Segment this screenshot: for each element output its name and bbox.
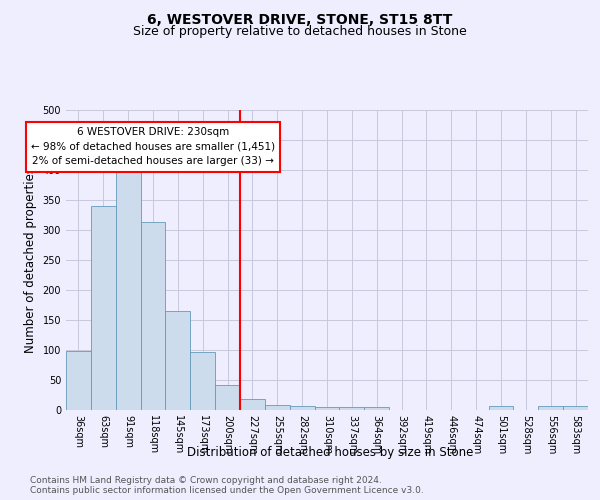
Bar <box>166 311 190 410</box>
Bar <box>66 351 91 410</box>
Text: Size of property relative to detached houses in Stone: Size of property relative to detached ho… <box>133 25 467 38</box>
Text: Contains public sector information licensed under the Open Government Licence v3: Contains public sector information licen… <box>30 486 424 495</box>
Text: 6, WESTOVER DRIVE, STONE, ST15 8TT: 6, WESTOVER DRIVE, STONE, ST15 8TT <box>148 12 452 26</box>
Bar <box>140 222 166 410</box>
Bar <box>116 163 140 410</box>
Bar <box>215 386 240 410</box>
Bar <box>314 407 340 410</box>
Y-axis label: Number of detached properties: Number of detached properties <box>24 167 37 353</box>
Bar <box>563 406 588 410</box>
Text: Distribution of detached houses by size in Stone: Distribution of detached houses by size … <box>187 446 473 459</box>
Bar <box>265 404 290 410</box>
Bar <box>190 352 215 410</box>
Bar <box>364 407 389 410</box>
Text: 6 WESTOVER DRIVE: 230sqm
← 98% of detached houses are smaller (1,451)
2% of semi: 6 WESTOVER DRIVE: 230sqm ← 98% of detach… <box>31 127 275 166</box>
Bar <box>538 406 563 410</box>
Bar <box>240 399 265 410</box>
Bar <box>488 406 514 410</box>
Text: Contains HM Land Registry data © Crown copyright and database right 2024.: Contains HM Land Registry data © Crown c… <box>30 476 382 485</box>
Bar <box>290 406 314 410</box>
Bar <box>340 407 364 410</box>
Bar <box>91 206 116 410</box>
